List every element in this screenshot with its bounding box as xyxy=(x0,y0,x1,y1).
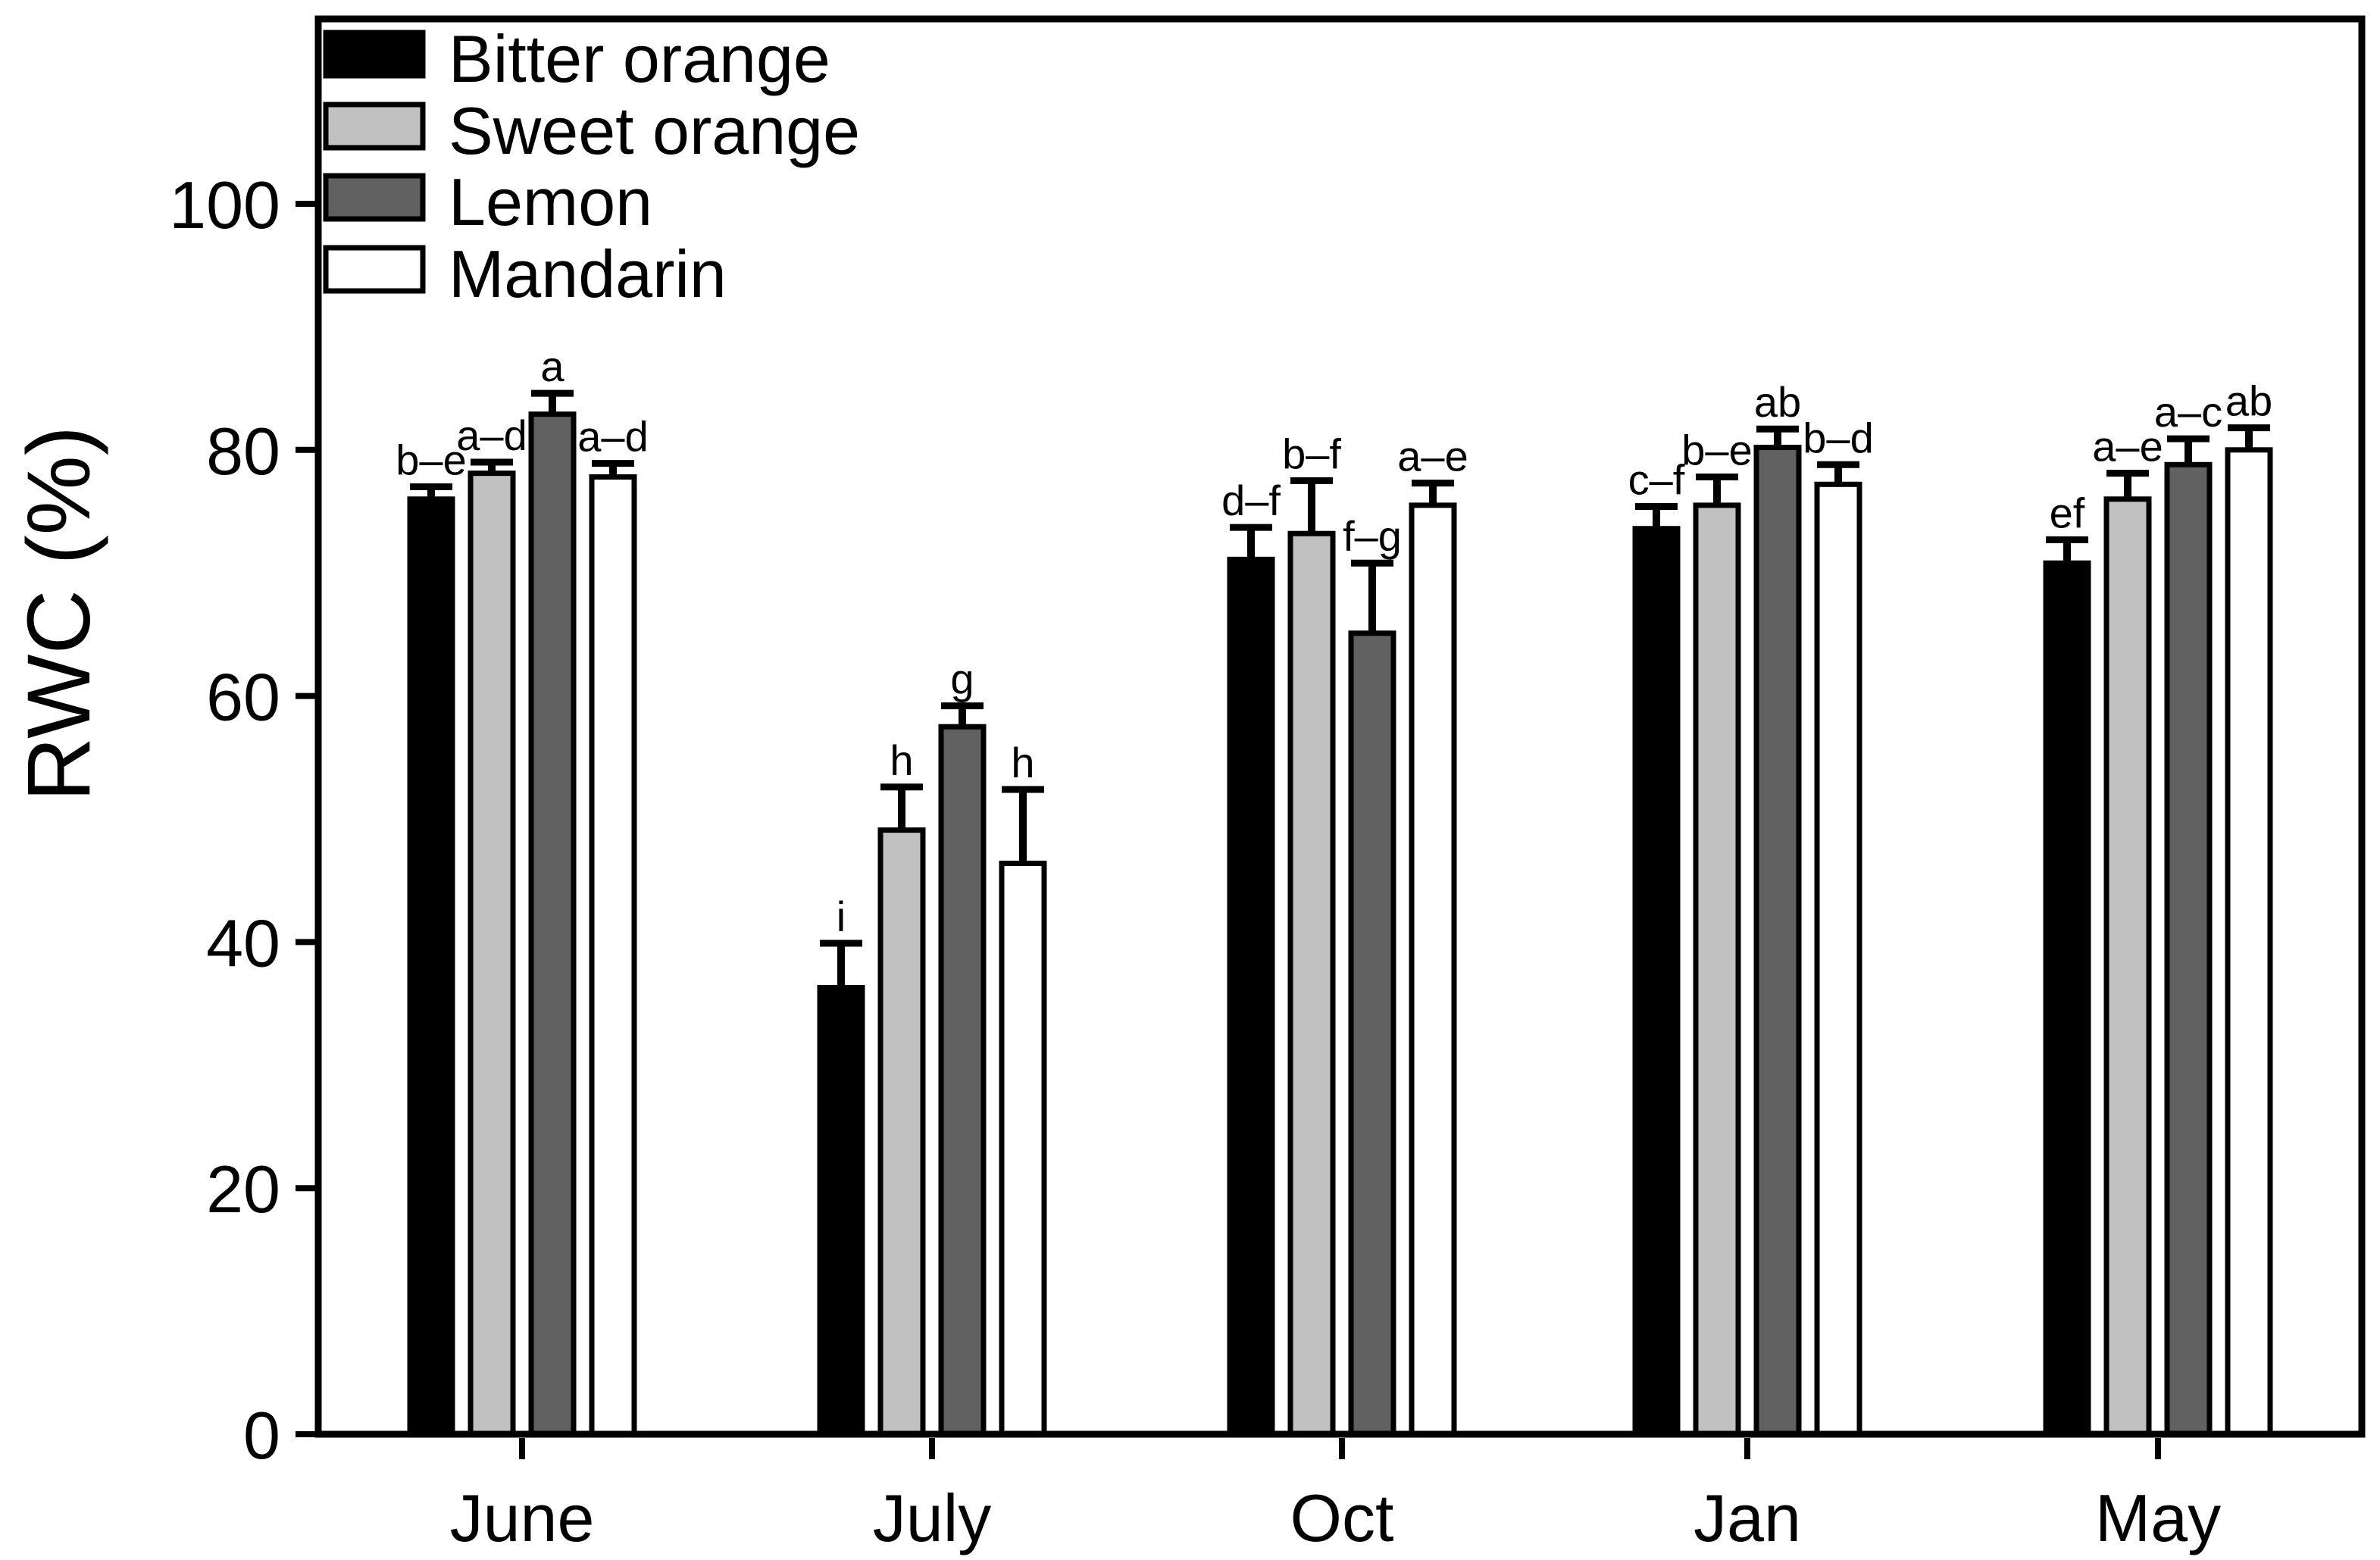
sig-letter-lemon-july: g xyxy=(950,655,974,703)
sig-letter-bitter-orange-july: i xyxy=(837,893,846,940)
sig-letter-bitter-orange-jan: c–f xyxy=(1628,456,1685,504)
sig-letter-bitter-orange-june: b–e xyxy=(396,436,466,484)
legend-label-sweet-orange: Sweet orange xyxy=(449,93,860,168)
sig-letter-sweet-orange-july: h xyxy=(890,736,913,784)
bar-bitter-orange-june xyxy=(407,496,455,1437)
sig-letter-lemon-oct: f–g xyxy=(1343,512,1402,560)
bar-lemon-jan xyxy=(1753,445,1802,1437)
plot-frame xyxy=(314,15,2366,1438)
bar-bitter-orange-may xyxy=(2043,560,2091,1437)
bar-lemon-june xyxy=(528,411,577,1437)
bar-mandarin-june xyxy=(589,474,637,1437)
bar-sweet-orange-july xyxy=(877,827,926,1437)
legend-swatch-lemon xyxy=(323,173,426,222)
x-tick-label-july: July xyxy=(873,1480,992,1555)
bar-mandarin-may xyxy=(2225,447,2273,1437)
bar-sweet-orange-oct xyxy=(1287,530,1336,1437)
bar-bitter-orange-july xyxy=(817,984,865,1437)
y-axis-title: RWC (%) xyxy=(9,426,109,802)
sig-letter-sweet-orange-may: a–e xyxy=(2092,423,2163,471)
sig-letter-mandarin-jan: b–d xyxy=(1803,414,1873,461)
bar-mandarin-jan xyxy=(1814,481,1862,1437)
bar-bitter-orange-oct xyxy=(1227,556,1275,1437)
legend-swatch-bitter-orange xyxy=(323,30,426,79)
legend-swatch-mandarin xyxy=(323,245,426,294)
x-tick-label-jan: Jan xyxy=(1694,1480,1801,1555)
bar-lemon-oct xyxy=(1348,630,1396,1437)
x-tick-label-may: May xyxy=(2095,1480,2221,1555)
legend-label-mandarin: Mandarin xyxy=(449,236,727,311)
bar-mandarin-july xyxy=(999,860,1047,1437)
bar-sweet-orange-may xyxy=(2103,496,2152,1437)
sig-letter-mandarin-oct: a–e xyxy=(1397,433,1468,480)
sig-letter-sweet-orange-june: a–d xyxy=(456,411,527,459)
sig-letter-mandarin-july: h xyxy=(1011,739,1034,786)
y-tick-label-40: 40 xyxy=(206,905,280,980)
sig-letter-sweet-orange-jan: b–e xyxy=(1681,427,1752,474)
sig-letter-bitter-orange-oct: d–f xyxy=(1221,477,1281,524)
y-tick-label-20: 20 xyxy=(206,1152,280,1227)
y-tick-label-80: 80 xyxy=(206,414,280,489)
bar-bitter-orange-jan xyxy=(1632,526,1681,1437)
y-tick-label-100: 100 xyxy=(169,167,280,242)
y-tick-label-0: 0 xyxy=(243,1398,280,1473)
legend-label-lemon: Lemon xyxy=(449,164,652,239)
y-tick-label-60: 60 xyxy=(206,660,280,735)
sig-letter-lemon-june: a xyxy=(540,342,565,390)
bar-sweet-orange-jan xyxy=(1693,502,1741,1437)
sig-letter-bitter-orange-may: ef xyxy=(2050,489,2085,536)
sig-letter-mandarin-june: a–d xyxy=(577,413,648,461)
sig-letter-lemon-jan: ab xyxy=(1754,378,1801,426)
x-tick-label-oct: Oct xyxy=(1290,1480,1394,1555)
bar-sweet-orange-june xyxy=(468,471,516,1437)
bar-lemon-july xyxy=(938,724,987,1437)
sig-letter-mandarin-may: ab xyxy=(2225,377,2272,425)
sig-letter-sweet-orange-oct: b–f xyxy=(1282,430,1341,477)
legend-label-bitter-orange: Bitter orange xyxy=(449,21,830,96)
bar-mandarin-oct xyxy=(1409,502,1457,1437)
legend-swatch-sweet-orange xyxy=(323,102,426,151)
bar-lemon-may xyxy=(2164,461,2213,1437)
x-tick-label-june: June xyxy=(450,1480,595,1555)
sig-letter-lemon-may: a–c xyxy=(2154,388,2222,436)
